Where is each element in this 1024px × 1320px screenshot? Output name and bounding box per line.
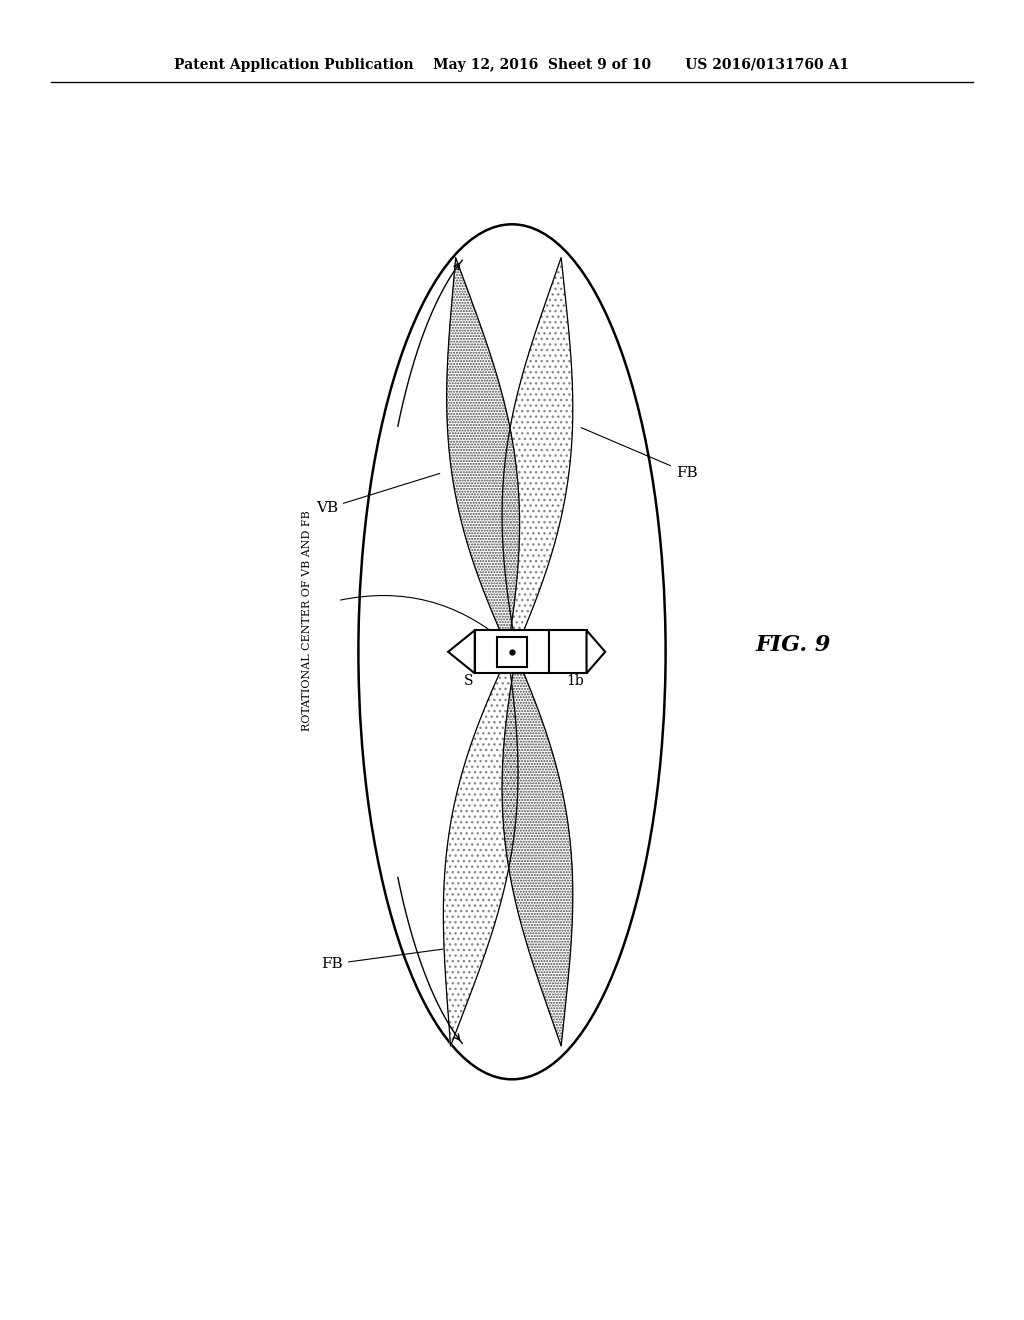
- Bar: [549, 631, 587, 673]
- Polygon shape: [587, 631, 605, 673]
- Text: FIG. 9: FIG. 9: [756, 634, 831, 656]
- Text: FB: FB: [322, 949, 442, 972]
- Polygon shape: [449, 631, 475, 673]
- Text: 1b: 1b: [566, 675, 585, 688]
- Text: S: S: [464, 675, 474, 688]
- Bar: [497, 636, 527, 667]
- Polygon shape: [502, 655, 572, 1045]
- Text: Patent Application Publication    May 12, 2016  Sheet 9 of 10       US 2016/0131: Patent Application Publication May 12, 2…: [174, 58, 850, 73]
- Bar: [475, 631, 549, 673]
- Text: ROTATIONAL CENTER OF VB AND FB: ROTATIONAL CENTER OF VB AND FB: [302, 511, 312, 731]
- Polygon shape: [443, 655, 518, 1045]
- Polygon shape: [502, 257, 572, 648]
- Polygon shape: [446, 257, 519, 648]
- Text: FB: FB: [581, 428, 697, 479]
- Text: VB: VB: [315, 474, 439, 515]
